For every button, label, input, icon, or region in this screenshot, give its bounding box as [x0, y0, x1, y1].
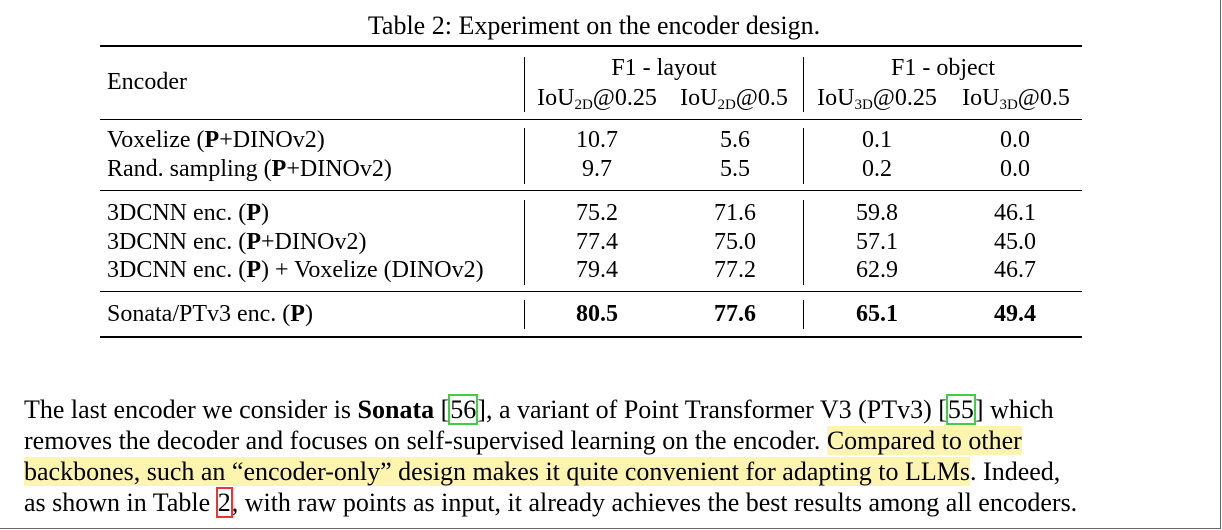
- cell-value: 0.1: [862, 127, 892, 153]
- cell-value: 0.2: [862, 156, 892, 182]
- table-top-rule: [100, 45, 1082, 47]
- col-separator: [803, 57, 804, 112]
- cell-value: 59.8: [856, 200, 898, 226]
- table-group-rule-2: [100, 291, 1082, 292]
- table-ref-link[interactable]: 2: [215, 487, 233, 518]
- paragraph-line: removes the decoder and focuses on self-…: [24, 426, 1022, 455]
- table-caption: Table 2: Experiment on the encoder desig…: [367, 11, 821, 40]
- table-group-rule-1: [100, 190, 1082, 191]
- row-label: 3DCNN enc. (P): [107, 200, 269, 226]
- cell-value: 71.6: [714, 200, 756, 226]
- col-separator: [524, 57, 525, 112]
- row-label: Voxelize (P+DINOv2): [107, 127, 325, 153]
- cell-value-best: 65.1: [856, 301, 898, 327]
- cell-value: 46.7: [994, 257, 1036, 283]
- paragraph-line: The last encoder we consider is Sonata […: [24, 394, 1054, 425]
- col-separator: [524, 200, 525, 285]
- highlighted-text: backbones, such an “encoder-only” design…: [24, 457, 971, 486]
- row-label: Sonata/PTv3 enc. (P): [107, 301, 313, 327]
- citation-link-55[interactable]: 55: [945, 394, 976, 425]
- cell-value: 5.5: [720, 156, 750, 182]
- row-label: Rand. sampling (P+DINOv2): [107, 156, 392, 182]
- header-iou3d-025: IoU3D@0.25: [817, 85, 937, 113]
- col-separator: [803, 200, 804, 285]
- cell-value: 5.6: [720, 127, 750, 153]
- col-separator: [524, 300, 525, 329]
- cell-value: 62.9: [856, 257, 898, 283]
- table-header-rule: [100, 119, 1082, 120]
- table-bottom-rule: [100, 336, 1082, 338]
- header-iou2d-05: IoU2D@0.5: [680, 85, 788, 113]
- cell-value: 0.0: [1000, 156, 1030, 182]
- cell-value-best: 77.6: [714, 301, 756, 327]
- col-separator: [524, 128, 525, 184]
- paragraph-line: backbones, such an “encoder-only” design…: [24, 457, 1061, 486]
- header-encoder: Encoder: [107, 69, 187, 95]
- col-separator: [803, 128, 804, 184]
- paragraph-line: as shown in Table 2, with raw points as …: [24, 487, 1078, 518]
- col-separator: [803, 300, 804, 329]
- cell-value: 79.4: [576, 257, 618, 283]
- cell-value: 45.0: [994, 229, 1036, 255]
- cell-value-best: 80.5: [576, 301, 618, 327]
- body-paragraph: The last encoder we consider is Sonata […: [24, 394, 1174, 518]
- cell-value: 75.0: [714, 229, 756, 255]
- cell-value: 77.4: [576, 229, 618, 255]
- header-group-layout: F1 - layout: [611, 55, 717, 81]
- cell-value: 46.1: [994, 200, 1036, 226]
- cell-value: 57.1: [856, 229, 898, 255]
- cell-value-best: 49.4: [994, 301, 1036, 327]
- cell-value: 77.2: [714, 257, 756, 283]
- row-label: 3DCNN enc. (P) + Voxelize (DINOv2): [107, 257, 484, 283]
- row-label: 3DCNN enc. (P+DINOv2): [107, 229, 367, 255]
- citation-link-56[interactable]: 56: [448, 394, 479, 425]
- header-iou2d-025: IoU2D@0.25: [537, 85, 657, 113]
- cell-value: 9.7: [582, 156, 612, 182]
- cell-value: 75.2: [576, 200, 618, 226]
- cell-value: 0.0: [1000, 127, 1030, 153]
- header-iou3d-05: IoU3D@0.5: [962, 85, 1070, 113]
- cell-value: 10.7: [576, 127, 618, 153]
- highlighted-text: Compared to other: [826, 426, 1022, 455]
- header-group-object: F1 - object: [891, 55, 995, 81]
